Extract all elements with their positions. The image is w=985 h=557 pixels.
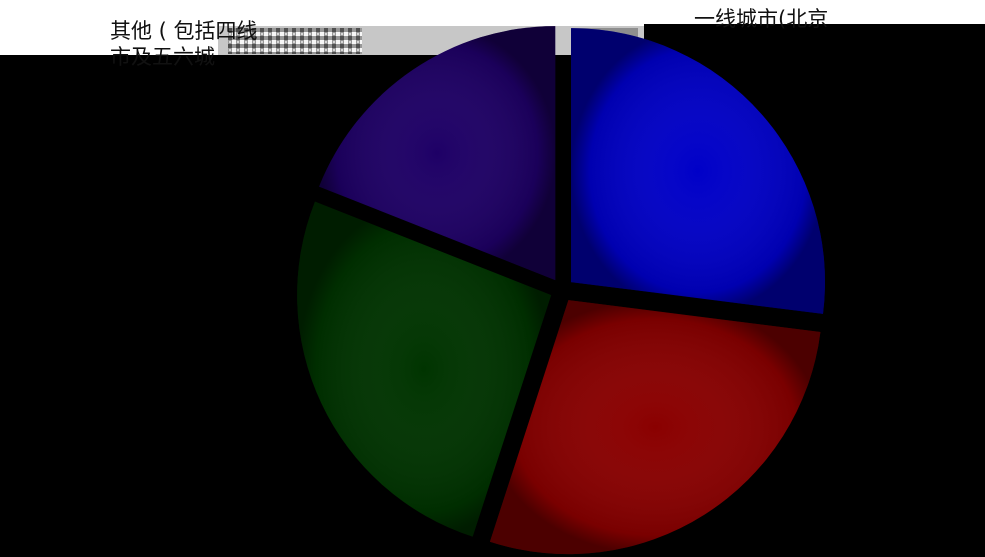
- pie-slice-shade-1: [489, 300, 821, 555]
- pie-slice-shade-3: [319, 26, 556, 281]
- pie-slice-shade-2: [297, 201, 552, 537]
- slice-label-other: 其他 ( 包括四线: [110, 19, 258, 43]
- slice-label-tier1: 一线城市(北京: [694, 7, 828, 31]
- noise-patch-left: [228, 28, 362, 54]
- pie-chart: [297, 26, 826, 555]
- pie-slice-shade-0: [571, 28, 826, 314]
- slice-label-other-line2: 市及五六城: [110, 45, 215, 69]
- upper-right-black: [644, 24, 985, 55]
